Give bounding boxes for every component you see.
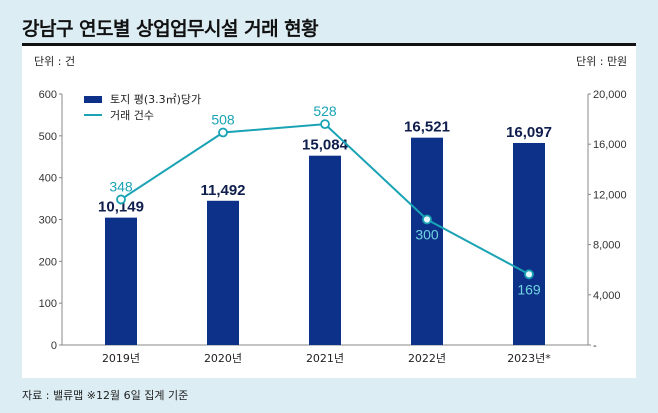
bar bbox=[105, 217, 137, 345]
x-axis-category-label: 2022년 bbox=[408, 352, 446, 365]
line-point bbox=[524, 269, 534, 280]
bar bbox=[411, 137, 443, 345]
line-series: 348 508 528 300 169 bbox=[109, 103, 541, 297]
legend-bar-label: 토지 평(3.3㎡)당가 bbox=[110, 93, 201, 106]
bar bbox=[207, 200, 239, 345]
right-axis-tick-label: 16,000 bbox=[593, 139, 627, 151]
left-axis-tick-label: 600 bbox=[39, 89, 57, 101]
chart-title: 강남구 연도별 상업업무시설 거래 현황 bbox=[22, 18, 319, 40]
x-axis-category-label: 2019년 bbox=[102, 352, 140, 365]
bar bbox=[309, 155, 341, 345]
legend-bar-swatch bbox=[84, 96, 102, 103]
left-axis-tick-label: 200 bbox=[39, 256, 57, 268]
line-point bbox=[320, 119, 330, 130]
left-axis-tick-label: 0 bbox=[51, 340, 57, 352]
line-point bbox=[218, 127, 228, 138]
line-value-label: 300 bbox=[415, 227, 439, 243]
left-axis-tick-label: 100 bbox=[39, 298, 57, 310]
bar bbox=[513, 142, 545, 345]
line-value-label: 169 bbox=[517, 281, 541, 297]
line-value-label: 528 bbox=[313, 103, 337, 119]
title-rule bbox=[22, 43, 636, 46]
left-axis-tick-label: 500 bbox=[39, 131, 57, 143]
bars: 10,149 11,492 15,084 16,521 16,097 bbox=[98, 119, 552, 345]
x-axis-category-label: 2023년* bbox=[507, 352, 551, 365]
x-axis-category-label: 2020년 bbox=[204, 352, 242, 365]
line-point bbox=[116, 194, 126, 205]
right-axis-tick-label: 20,000 bbox=[593, 89, 627, 101]
left-axis-unit: 단위 : 건 bbox=[34, 55, 76, 68]
bar-value-label: 11,492 bbox=[200, 182, 245, 199]
right-axis-tick-label: - bbox=[593, 340, 597, 352]
left-axis-tick-label: 400 bbox=[39, 173, 57, 185]
right-axis-tick-label: 8,000 bbox=[593, 240, 621, 252]
x-axis-category-label: 2021년 bbox=[306, 352, 344, 365]
line-value-label: 348 bbox=[109, 178, 133, 194]
bar-value-label: 15,084 bbox=[302, 137, 349, 154]
left-axis-tick-label: 300 bbox=[39, 215, 57, 227]
bar-value-label: 16,521 bbox=[404, 119, 450, 136]
line-point bbox=[422, 214, 432, 225]
source-note: 자료 : 밸류맵 ※12월 6일 집계 기준 bbox=[22, 389, 189, 402]
right-axis-unit: 단위 : 만원 bbox=[576, 55, 628, 68]
right-axis-tick-label: 4,000 bbox=[593, 290, 621, 302]
bar-value-label: 10,149 bbox=[98, 199, 144, 216]
legend-line-label: 거래 건수 bbox=[110, 109, 154, 122]
line-value-label: 508 bbox=[211, 111, 235, 127]
bar-value-label: 16,097 bbox=[506, 124, 552, 141]
right-axis-tick-label: 12,000 bbox=[593, 189, 627, 201]
